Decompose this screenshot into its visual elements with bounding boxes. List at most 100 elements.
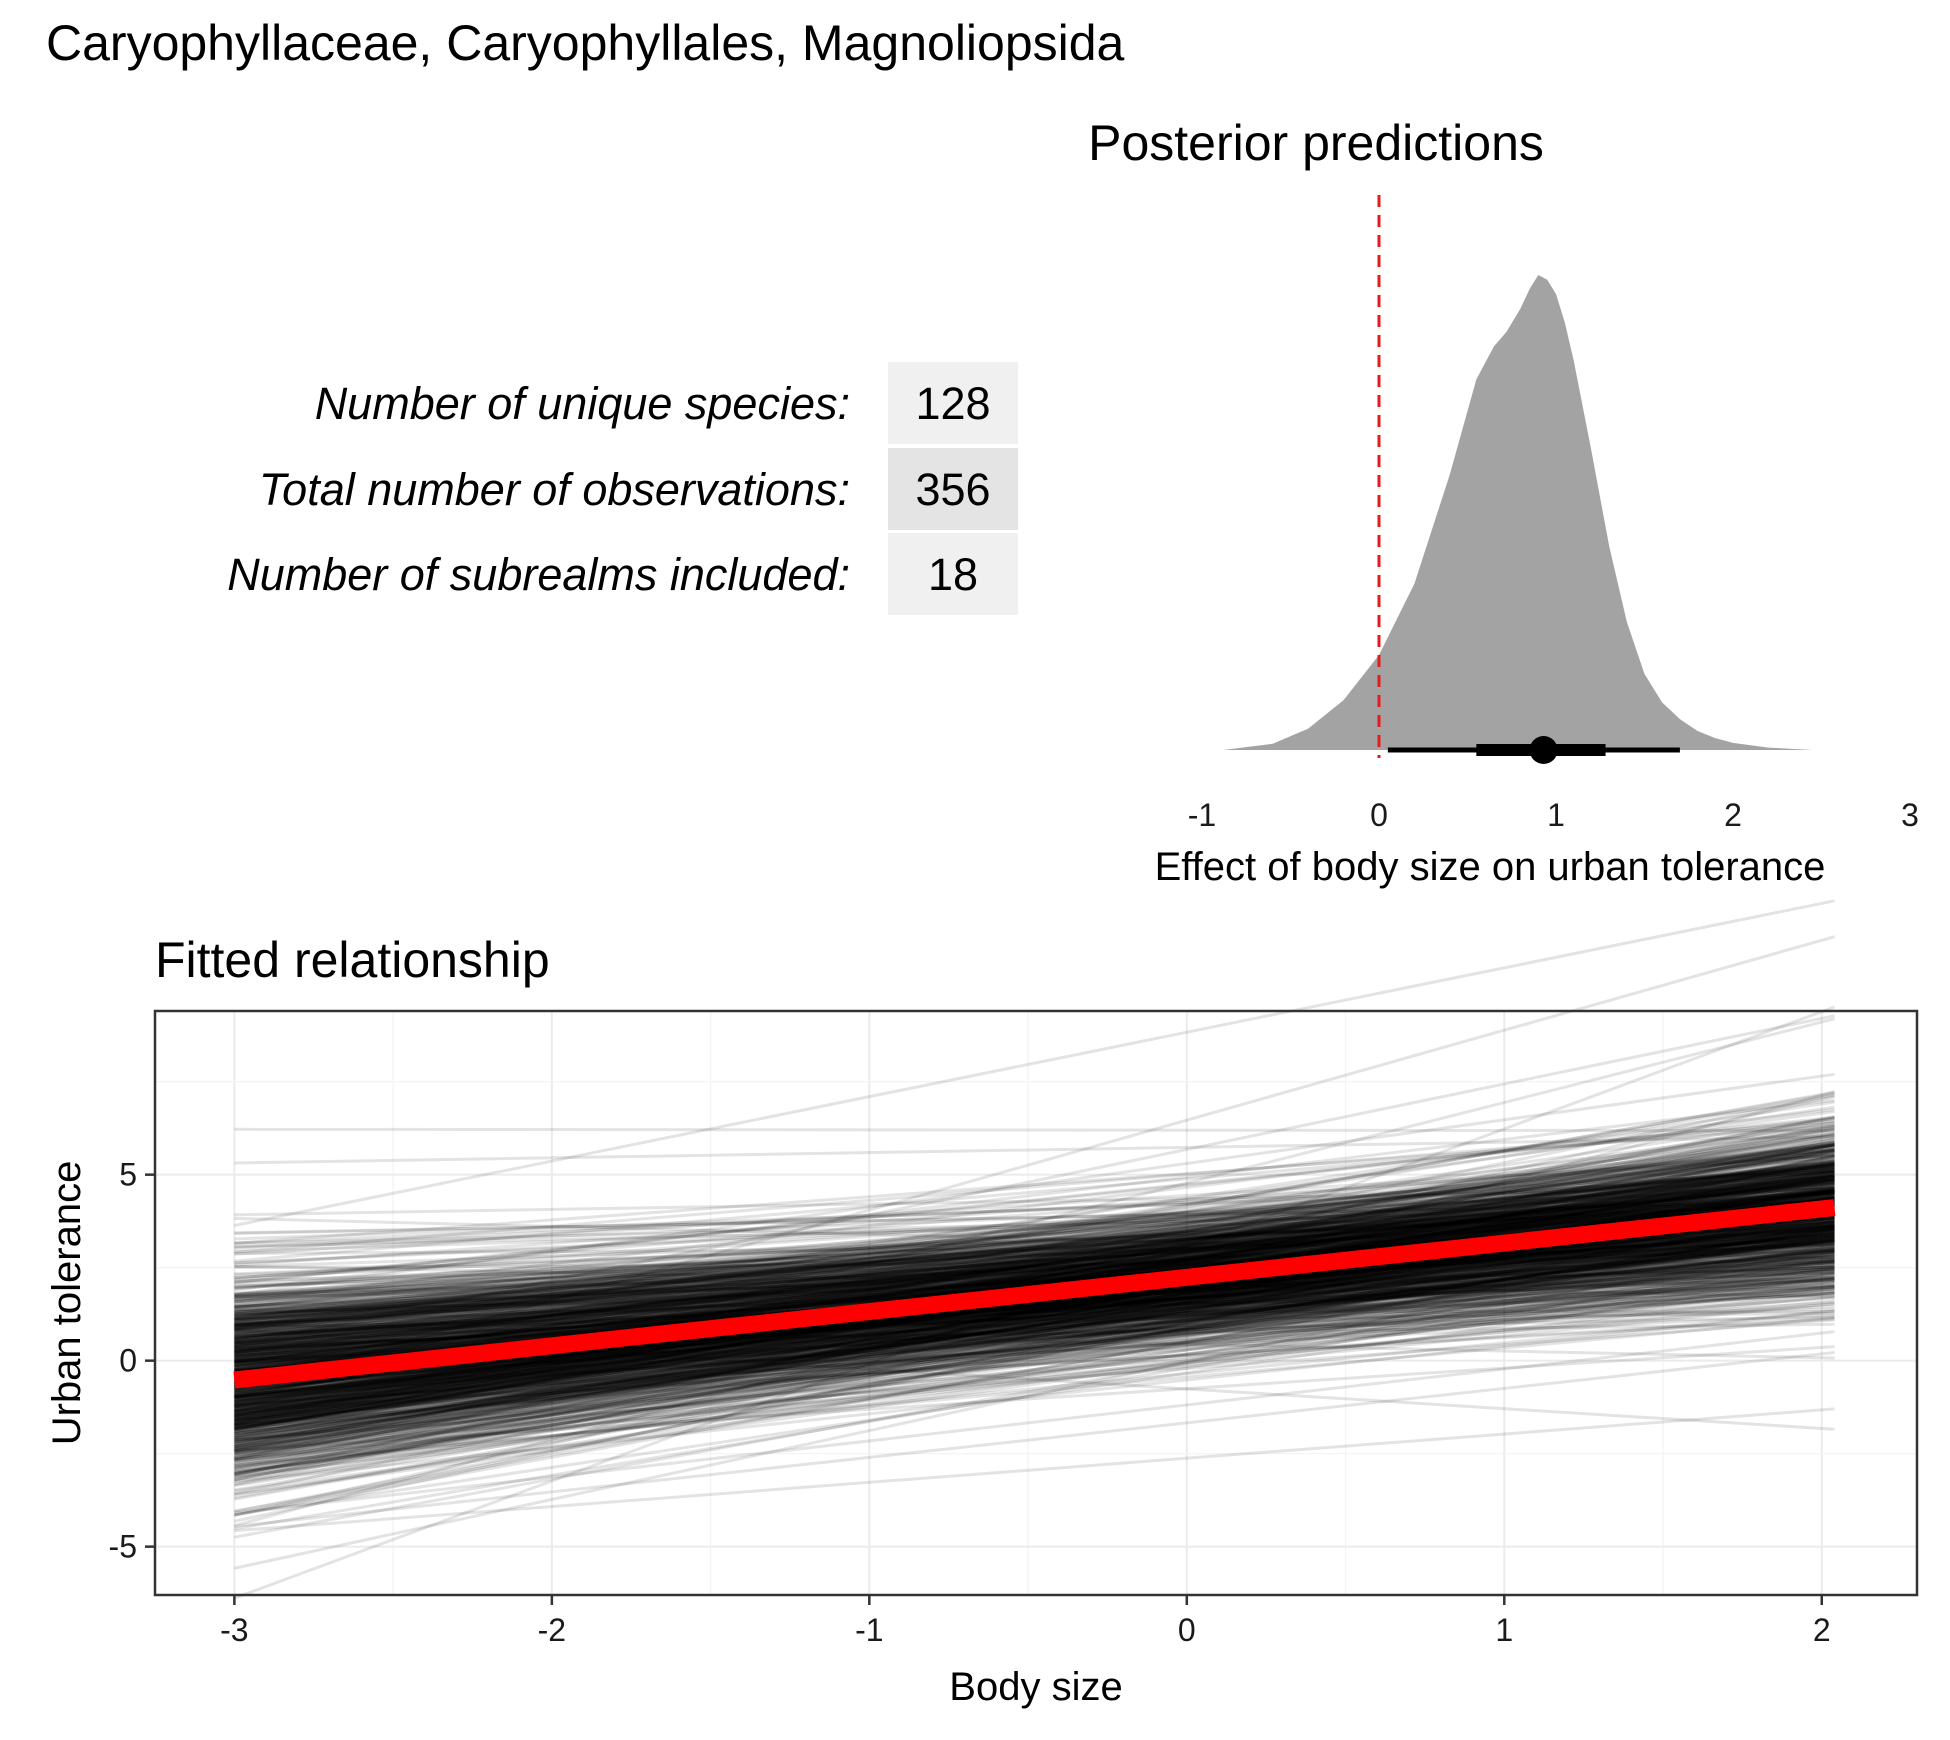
posterior-draw-line <box>234 1186 1835 1250</box>
posterior-draw-line <box>234 1250 1835 1399</box>
posterior-draw-line <box>234 1202 1835 1321</box>
posterior-draw-line <box>234 1150 1835 1379</box>
posterior-draw-line <box>234 1284 1835 1422</box>
posterior-draw-line <box>234 1216 1835 1416</box>
posterior-plot-area <box>1223 195 1813 764</box>
posterior-draw-line <box>234 1203 1835 1312</box>
posterior-draw-line <box>234 1191 1835 1353</box>
posterior-draw-line <box>234 1322 1835 1360</box>
posterior-draw-line <box>234 1272 1835 1406</box>
posterior-draw-line <box>234 1248 1835 1425</box>
posterior-draw-line <box>234 1210 1835 1431</box>
posterior-draw-line <box>234 1180 1835 1372</box>
posterior-draw-line <box>234 1243 1835 1255</box>
posterior-draw-line <box>234 1143 1835 1340</box>
posterior-draw-line <box>234 1311 1835 1328</box>
posterior-draw-line <box>234 1162 1835 1332</box>
posterior-draw-line <box>234 1280 1835 1417</box>
posterior-draw-line <box>234 1210 1835 1412</box>
posterior-draw-line <box>234 1237 1835 1312</box>
posterior-draw-line <box>234 1121 1835 1263</box>
posterior-draw-line <box>234 1291 1835 1474</box>
posterior-draw-line <box>234 1279 1835 1333</box>
posterior-draw-line <box>234 1236 1835 1470</box>
posterior-draw-line <box>234 1153 1835 1365</box>
posterior-draw-line <box>234 1257 1835 1357</box>
posterior-draw-line <box>234 1302 1835 1461</box>
posterior-draw-line <box>234 1149 1835 1323</box>
posterior-draw-line <box>234 1198 1835 1310</box>
posterior-draw-line <box>234 1127 1835 1327</box>
fitted-x-tick-label: 2 <box>1813 1612 1831 1648</box>
posterior-draw-line <box>234 1192 1835 1344</box>
posterior-draw-line <box>234 1252 1835 1456</box>
posterior-draw-line <box>234 1351 1835 1528</box>
posterior-draw-line <box>234 1188 1835 1332</box>
posterior-draw-line <box>234 1220 1835 1428</box>
posterior-draw-line <box>234 1174 1835 1328</box>
posterior-draw-line <box>234 1270 1835 1338</box>
posterior-draw-line <box>234 1175 1835 1245</box>
posterior-draw-line <box>234 899 1835 1227</box>
posterior-x-tick-label: 0 <box>1370 797 1388 833</box>
posterior-draw-line <box>234 1182 1835 1370</box>
posterior-draw-line <box>234 1238 1835 1433</box>
posterior-draw-line <box>234 1116 1835 1350</box>
posterior-draw-line <box>234 1148 1835 1352</box>
posterior-draw-line <box>234 1256 1835 1474</box>
posterior-draw-line <box>234 1209 1835 1303</box>
posterior-draw-line <box>234 1222 1835 1421</box>
posterior-draw-line <box>234 1209 1835 1248</box>
posterior-draw-line <box>234 1182 1835 1265</box>
posterior-draw-line <box>234 1266 1835 1430</box>
posterior-draw-line <box>234 1153 1835 1267</box>
posterior-draw-line <box>234 1260 1835 1397</box>
posterior-draw-line <box>234 1184 1835 1319</box>
posterior-draw-line <box>234 1200 1835 1235</box>
posterior-draw-line <box>234 1143 1835 1379</box>
posterior-draw-line <box>234 1124 1835 1376</box>
posterior-draw-line <box>234 1313 1835 1389</box>
stats-cell-species <box>888 362 1018 444</box>
posterior-draw-line <box>234 1277 1835 1379</box>
posterior-draw-line <box>234 1213 1835 1423</box>
posterior-draw-line <box>234 1143 1835 1337</box>
posterior-draw-line <box>234 1260 1835 1388</box>
posterior-draw-line <box>234 1231 1835 1461</box>
posterior-draw-line <box>234 1154 1835 1477</box>
posterior-draw-line <box>234 1216 1835 1398</box>
posterior-draw-line <box>234 1133 1835 1374</box>
posterior-draw-line <box>234 1287 1835 1453</box>
posterior-draw-line <box>234 1255 1835 1389</box>
posterior-draw-line <box>234 1247 1835 1308</box>
posterior-draw-line <box>234 1181 1835 1352</box>
posterior-draw-line <box>234 1153 1835 1256</box>
posterior-draw-line <box>234 1219 1835 1434</box>
posterior-draw-line <box>234 1169 1835 1337</box>
posterior-draw-line <box>234 1219 1835 1414</box>
posterior-draw-line <box>234 1164 1835 1402</box>
posterior-draw-line <box>234 1177 1835 1448</box>
posterior-draw-line <box>234 1142 1835 1336</box>
posterior-draw-line <box>234 1309 1835 1314</box>
posterior-draw-line <box>234 1267 1835 1460</box>
posterior-draw-line <box>234 1200 1835 1513</box>
posterior-draw-line <box>234 1234 1835 1464</box>
posterior-draw-line <box>234 1217 1835 1436</box>
posterior-draw-line <box>234 1237 1835 1436</box>
posterior-draw-line <box>234 1211 1835 1487</box>
posterior-draw-line <box>234 1289 1835 1348</box>
posterior-draw-line <box>234 1280 1835 1357</box>
posterior-draw-line <box>234 1227 1835 1476</box>
posterior-draw-line <box>234 1270 1835 1493</box>
posterior-draw-line <box>234 1168 1835 1461</box>
posterior-draw-line <box>234 1210 1835 1416</box>
stats-value-subrealms: 18 <box>928 549 978 600</box>
posterior-draw-line <box>234 1174 1835 1431</box>
posterior-draw-line <box>234 1167 1835 1453</box>
posterior-draw-line <box>234 1276 1835 1419</box>
posterior-draw-line <box>234 1178 1835 1318</box>
posterior-draw-line <box>234 1237 1835 1301</box>
posterior-draw-line <box>234 1187 1835 1265</box>
posterior-draw-line <box>234 1250 1835 1403</box>
